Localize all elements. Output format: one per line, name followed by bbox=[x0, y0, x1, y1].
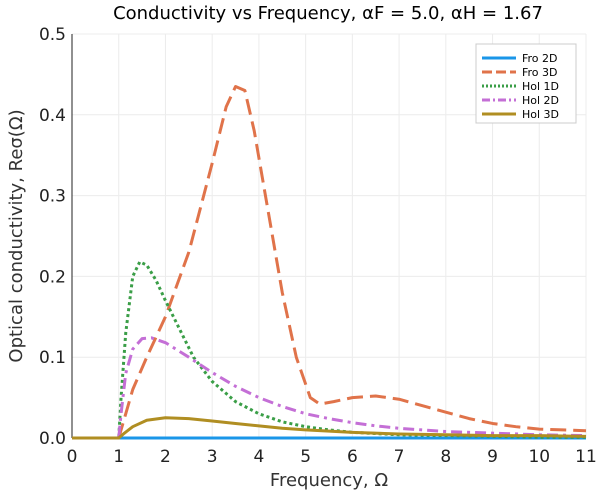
series-line-hol-3d bbox=[72, 416, 587, 440]
x-tick-label: 8 bbox=[440, 447, 451, 467]
legend-label-fro-3d: Fro 3D bbox=[522, 66, 558, 79]
y-tick-label: 0.5 bbox=[39, 25, 66, 45]
y-tick-label: 0.1 bbox=[39, 348, 66, 368]
x-tick-label: 1 bbox=[113, 447, 124, 467]
y-tick-label: 0.0 bbox=[39, 429, 66, 449]
x-tick-label: 4 bbox=[253, 447, 264, 467]
x-tick-label: 9 bbox=[487, 447, 498, 467]
series-layer bbox=[72, 85, 587, 440]
grid bbox=[71, 33, 587, 439]
chart-title: Conductivity vs Frequency, αF = 5.0, αH … bbox=[113, 3, 543, 24]
legend-label-hol-3d: Hol 3D bbox=[522, 108, 559, 121]
legend-label-hol-1d: Hol 1D bbox=[522, 80, 559, 93]
x-tick-label: 6 bbox=[347, 447, 358, 467]
y-tick-label: 0.3 bbox=[39, 187, 66, 207]
legend-label-hol-2d: Hol 2D bbox=[522, 94, 559, 107]
y-tick-label: 0.4 bbox=[39, 106, 66, 126]
legend-label-fro-2d: Fro 2D bbox=[522, 52, 558, 65]
x-tick-label: 11 bbox=[575, 447, 597, 467]
x-tick-label: 2 bbox=[160, 447, 171, 467]
x-tick-labels: 0 1 2 3 4 5 6 7 8 9 10 11 bbox=[67, 447, 597, 467]
y-axis-label: Optical conductivity, Reσ(Ω) bbox=[6, 109, 27, 362]
x-tick-label: 7 bbox=[394, 447, 405, 467]
series-line-fro-3d bbox=[72, 85, 587, 440]
x-tick-label: 3 bbox=[207, 447, 218, 467]
y-tick-labels: 0.0 0.1 0.2 0.3 0.4 0.5 bbox=[39, 25, 66, 449]
x-tick-label: 5 bbox=[300, 447, 311, 467]
x-tick-label: 10 bbox=[528, 447, 550, 467]
x-axis-label: Frequency, Ω bbox=[270, 470, 388, 491]
x-tick-label: 0 bbox=[67, 447, 78, 467]
y-tick-label: 0.2 bbox=[39, 267, 66, 287]
series-line-hol-2d bbox=[72, 336, 587, 440]
